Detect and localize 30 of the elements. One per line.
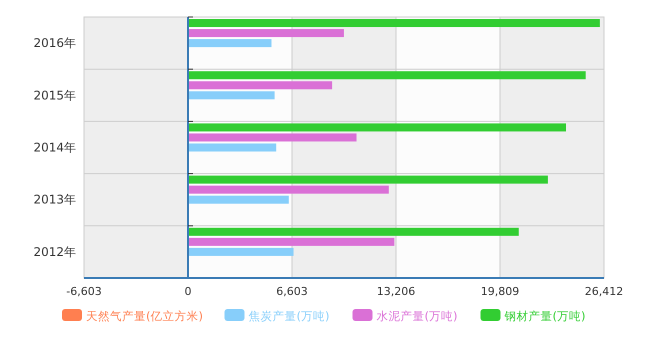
bar — [188, 39, 272, 48]
x-tick-label: 19,809 — [480, 285, 520, 298]
bar — [188, 228, 519, 236]
bar — [188, 248, 294, 256]
x-tick-label: 6,603 — [276, 285, 308, 298]
x-tick-label: 26,412 — [584, 285, 624, 298]
x-tick-label: 13,206 — [376, 285, 416, 298]
legend-label: 天然气产量(亿立方米) — [86, 309, 203, 323]
bar — [188, 123, 566, 132]
legend-label: 焦炭产量(万吨) — [248, 309, 330, 323]
y-tick-label: 2013年 — [33, 192, 76, 207]
legend-label: 钢材产量(万吨) — [504, 309, 586, 323]
bar — [188, 186, 389, 194]
y-tick-label: 2014年 — [33, 140, 76, 154]
y-tick-label: 2016年 — [33, 36, 76, 50]
bar — [188, 19, 600, 28]
y-tick-label: 2012年 — [33, 244, 76, 259]
bar — [188, 196, 289, 204]
bar — [188, 81, 332, 90]
legend-label: 水泥产量(万吨) — [376, 309, 458, 323]
bar — [188, 133, 357, 142]
bar — [188, 176, 548, 184]
x-tick-label: -6,603 — [66, 285, 102, 298]
y-tick-label: 2015年 — [33, 88, 76, 102]
bar — [188, 143, 276, 152]
bar — [188, 71, 586, 80]
bar — [188, 29, 344, 38]
bar — [188, 91, 275, 100]
x-tick-label: 0 — [184, 285, 192, 298]
bar — [188, 238, 394, 246]
